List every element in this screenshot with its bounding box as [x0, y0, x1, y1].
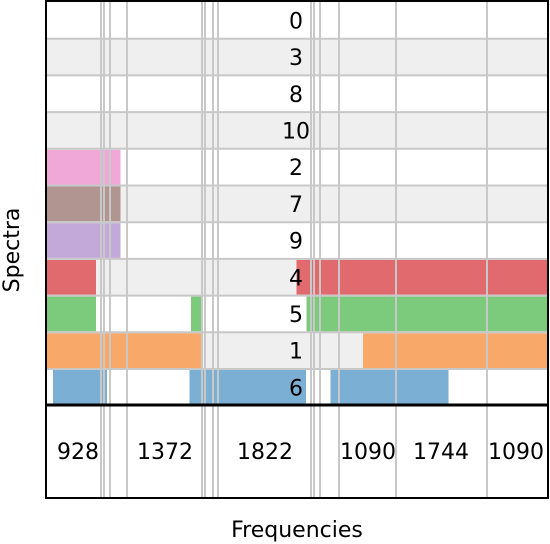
- spectrum-bar-row-5: [306, 296, 547, 332]
- column-label: 928: [57, 440, 99, 465]
- row-label: 9: [289, 230, 303, 255]
- row-background: [47, 185, 547, 223]
- row-label: 4: [289, 266, 303, 291]
- spectrum-bar-row-5: [191, 296, 201, 332]
- y-axis-label: Spectra: [0, 208, 25, 293]
- x-axis-label: Frequencies: [231, 518, 363, 543]
- row-background: [47, 2, 547, 39]
- spectrum-bar-row-6: [189, 370, 306, 405]
- row-background: [47, 148, 547, 186]
- row-label: 3: [289, 46, 303, 71]
- row-labels: 0 3 8 10 2 7 9 4 5 1 6: [282, 9, 310, 401]
- column-label: 1744: [413, 440, 469, 465]
- row-label: 2: [289, 156, 303, 181]
- spectrum-bar-row-2: [47, 149, 121, 185]
- row-label: 1: [289, 340, 303, 365]
- spectrum-bar-row-1: [47, 333, 201, 368]
- spectrum-bar-row-4: [47, 259, 96, 295]
- spectrum-bar-row-6: [53, 370, 107, 405]
- spectrum-bar-row-4: [296, 259, 547, 295]
- spectrum-bar-row-5: [47, 296, 96, 332]
- row-background: [47, 112, 547, 149]
- row-background: [47, 75, 547, 113]
- column-label: 1372: [137, 440, 193, 465]
- row-label: 6: [289, 376, 303, 401]
- row-background: [47, 38, 547, 76]
- grid-lines: [47, 2, 547, 497]
- spectrum-bar-row-1: [363, 333, 547, 368]
- row-label: 8: [289, 83, 303, 108]
- column-labels: 928 1372 1822 1090 1744 1090: [57, 440, 544, 465]
- spectrum-bar-row-7: [47, 186, 121, 222]
- row-label: 0: [289, 9, 303, 34]
- row-label: 5: [289, 303, 303, 328]
- spectrum-bar-row-9: [47, 223, 121, 258]
- plot-frame: [45, 0, 549, 499]
- column-label: 1090: [488, 440, 544, 465]
- column-label: 1822: [237, 440, 293, 465]
- spectrum-bar-row-6: [330, 370, 449, 405]
- column-label: 1090: [340, 440, 396, 465]
- row-label: 7: [289, 193, 303, 218]
- row-label: 10: [282, 119, 310, 144]
- row-background: [47, 222, 547, 259]
